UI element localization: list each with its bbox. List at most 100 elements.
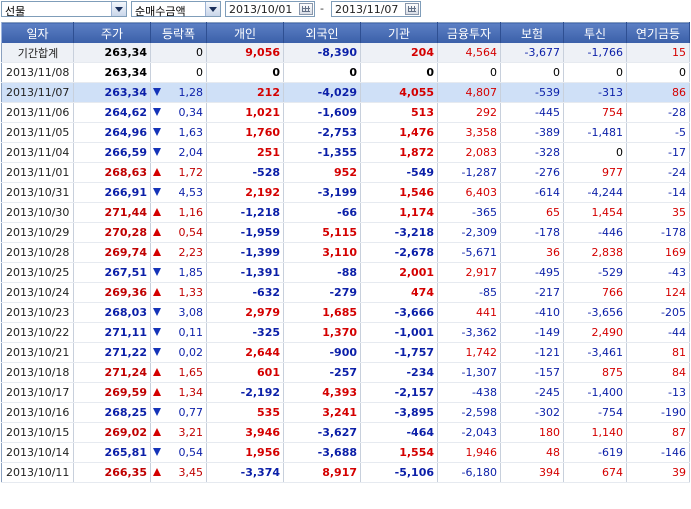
table-row[interactable]: 2013/10/14 265,81 0,54 1,956 -3,688 1,554 1,94… bbox=[1, 442, 690, 463]
insurance-cell: -245 bbox=[500, 382, 564, 403]
triangle-down-icon bbox=[153, 88, 161, 96]
institution-cell: -1,757 bbox=[360, 342, 438, 363]
institution-cell: 204 bbox=[360, 43, 438, 63]
end-date-field[interactable]: 2013/11/07 bbox=[331, 1, 421, 17]
market-select[interactable]: 선물 bbox=[1, 1, 127, 18]
financial-investment-cell: -85 bbox=[437, 282, 501, 303]
financial-investment-cell: -2,309 bbox=[437, 222, 501, 243]
individual-cell: -1,391 bbox=[206, 262, 284, 283]
trust-cell: -1,481 bbox=[563, 122, 627, 143]
col-header-change[interactable]: 등락폭 bbox=[150, 22, 207, 43]
change-cell: 1,28 bbox=[150, 82, 207, 103]
start-date-field[interactable]: 2013/10/01 bbox=[225, 1, 315, 17]
table-row[interactable]: 2013/11/05 264,96 1,63 1,760 -2,753 1,476 3,35… bbox=[1, 122, 690, 143]
trust-cell: -529 bbox=[563, 262, 627, 283]
financial-investment-cell: -1,307 bbox=[437, 362, 501, 383]
table-row[interactable]: 2013/10/31 266,91 4,53 2,192 -3,199 1,546 6,40… bbox=[1, 182, 690, 203]
pension-cell: 84 bbox=[626, 362, 690, 383]
table-row[interactable]: 2013/10/30 271,44 1,16 -1,218 -66 1,174 -365 65… bbox=[1, 202, 690, 223]
foreign-cell: -1,609 bbox=[283, 102, 361, 123]
table-row[interactable]: 2013/10/16 268,25 0,77 535 3,241 -3,895 -2,598… bbox=[1, 402, 690, 423]
table-row[interactable]: 2013/11/08 263,34 0 0 0 0 0 0 0 0 bbox=[1, 62, 690, 83]
institution-cell: -3,895 bbox=[360, 402, 438, 423]
pension-cell: -28 bbox=[626, 102, 690, 123]
change-value: 3,21 bbox=[178, 426, 204, 439]
pension-cell: 39 bbox=[626, 462, 690, 483]
calendar-icon[interactable] bbox=[405, 3, 419, 15]
col-header-trust[interactable]: 투신 bbox=[563, 22, 627, 43]
triangle-up-icon bbox=[153, 388, 161, 396]
table-row[interactable]: 2013/11/06 264,62 0,34 1,021 -1,609 513 292 -44… bbox=[1, 102, 690, 123]
foreign-cell: -4,029 bbox=[283, 82, 361, 103]
institution-cell: 1,872 bbox=[360, 142, 438, 163]
trust-cell: -313 bbox=[563, 82, 627, 103]
triangle-down-icon bbox=[153, 148, 161, 156]
col-header-pension[interactable]: 연기금등 bbox=[626, 22, 690, 43]
institution-cell: -2,678 bbox=[360, 242, 438, 263]
pension-cell: 35 bbox=[626, 202, 690, 223]
change-cell: 0,77 bbox=[150, 402, 207, 423]
trust-cell: -3,461 bbox=[563, 342, 627, 363]
chevron-down-icon[interactable] bbox=[205, 2, 220, 16]
change-cell: 0,11 bbox=[150, 322, 207, 343]
table-row[interactable]: 2013/10/22 271,11 0,11 -325 1,370 -1,001 -3,36… bbox=[1, 322, 690, 343]
table-row[interactable]: 2013/10/25 267,51 1,85 -1,391 -88 2,001 2,917-… bbox=[1, 262, 690, 283]
pension-cell: -205 bbox=[626, 302, 690, 323]
table-body: 기간합계 263,34 0 9,056 -8,390 204 4,564 -3,677 -1,7… bbox=[1, 43, 690, 483]
trust-cell: -619 bbox=[563, 442, 627, 463]
triangle-down-icon bbox=[153, 348, 161, 356]
pension-cell: -5 bbox=[626, 122, 690, 143]
table-row[interactable]: 2013/10/24 269,36 1,33 -632 -279 474 -85 -217 76… bbox=[1, 282, 690, 303]
trust-cell: 2,490 bbox=[563, 322, 627, 343]
institution-cell: 513 bbox=[360, 102, 438, 123]
date-cell: 2013/11/01 bbox=[1, 162, 74, 183]
table-row[interactable]: 2013/11/07 263,34 1,28 212 -4,029 4,055 4,807-… bbox=[1, 82, 690, 103]
chevron-down-icon[interactable] bbox=[111, 2, 126, 16]
insurance-cell: -157 bbox=[500, 362, 564, 383]
table-row[interactable]: 2013/10/11 266,35 3,45 -3,374 8,917 -5,106 -6,… bbox=[1, 462, 690, 483]
date-cell: 2013/10/24 bbox=[1, 282, 74, 303]
change-value: 1,72 bbox=[178, 166, 204, 179]
foreign-cell: 3,110 bbox=[283, 242, 361, 263]
individual-cell: 3,946 bbox=[206, 422, 284, 443]
institution-cell: 1,476 bbox=[360, 122, 438, 143]
col-header-insurance[interactable]: 보험 bbox=[500, 22, 564, 43]
change-value: 3,08 bbox=[178, 306, 204, 319]
change-value: 1,63 bbox=[178, 126, 204, 139]
financial-investment-cell: -2,043 bbox=[437, 422, 501, 443]
table-row[interactable]: 2013/10/23 268,03 3,08 2,979 1,685 -3,666 441-… bbox=[1, 302, 690, 323]
change-cell: 1,63 bbox=[150, 122, 207, 143]
summary-row[interactable]: 기간합계 263,34 0 9,056 -8,390 204 4,564 -3,677 -1,7… bbox=[1, 43, 690, 63]
insurance-cell: -328 bbox=[500, 142, 564, 163]
date-cell: 2013/10/31 bbox=[1, 182, 74, 203]
insurance-cell: 65 bbox=[500, 202, 564, 223]
table-row[interactable]: 2013/10/21 271,22 0,02 2,644 -900 -1,757 1,742… bbox=[1, 342, 690, 363]
col-header-price[interactable]: 주가 bbox=[73, 22, 151, 43]
table-row[interactable]: 2013/11/04 266,59 2,04 251 -1,355 1,872 2,083-… bbox=[1, 142, 690, 163]
table-row[interactable]: 2013/10/18 271,24 1,65 601 -257 -234 -1,307 -15… bbox=[1, 362, 690, 383]
col-header-individual[interactable]: 개인 bbox=[206, 22, 284, 43]
financial-investment-cell: 292 bbox=[437, 102, 501, 123]
table-row[interactable]: 2013/11/01 268,63 1,72 -528 952 -549 -1,287 -27… bbox=[1, 162, 690, 183]
pension-cell: -146 bbox=[626, 442, 690, 463]
col-header-financial-investment[interactable]: 금융투자 bbox=[437, 22, 501, 43]
table-row[interactable]: 2013/10/15 269,02 3,21 3,946 -3,627 -464 -2,04… bbox=[1, 422, 690, 443]
date-cell: 2013/11/07 bbox=[1, 82, 74, 103]
triangle-down-icon bbox=[153, 268, 161, 276]
table-row[interactable]: 2013/10/28 269,74 2,23 -1,399 3,110 -2,678 -5,… bbox=[1, 242, 690, 263]
individual-cell: -1,959 bbox=[206, 222, 284, 243]
table-row[interactable]: 2013/10/17 269,59 1,34 -2,192 4,393 -2,157 -43… bbox=[1, 382, 690, 403]
change-value: 0 bbox=[196, 66, 203, 79]
col-header-foreign[interactable]: 외국인 bbox=[283, 22, 361, 43]
col-header-institution[interactable]: 기관 bbox=[360, 22, 438, 43]
change-cell: 3,21 bbox=[150, 422, 207, 443]
metric-select[interactable]: 순매수금액 bbox=[131, 1, 221, 18]
change-value: 1,85 bbox=[178, 266, 204, 279]
col-header-date[interactable]: 일자 bbox=[1, 22, 74, 43]
institution-cell: 4,055 bbox=[360, 82, 438, 103]
investor-trade-table: 일자 주가 등락폭 개인 외국인 기관 금융투자 보험 투신 연기금등 기간합계… bbox=[1, 22, 690, 483]
institution-cell: -3,218 bbox=[360, 222, 438, 243]
table-row[interactable]: 2013/10/29 270,28 0,54 -1,959 5,115 -3,218 -2,… bbox=[1, 222, 690, 243]
financial-investment-cell: -3,362 bbox=[437, 322, 501, 343]
calendar-icon[interactable] bbox=[299, 3, 313, 15]
